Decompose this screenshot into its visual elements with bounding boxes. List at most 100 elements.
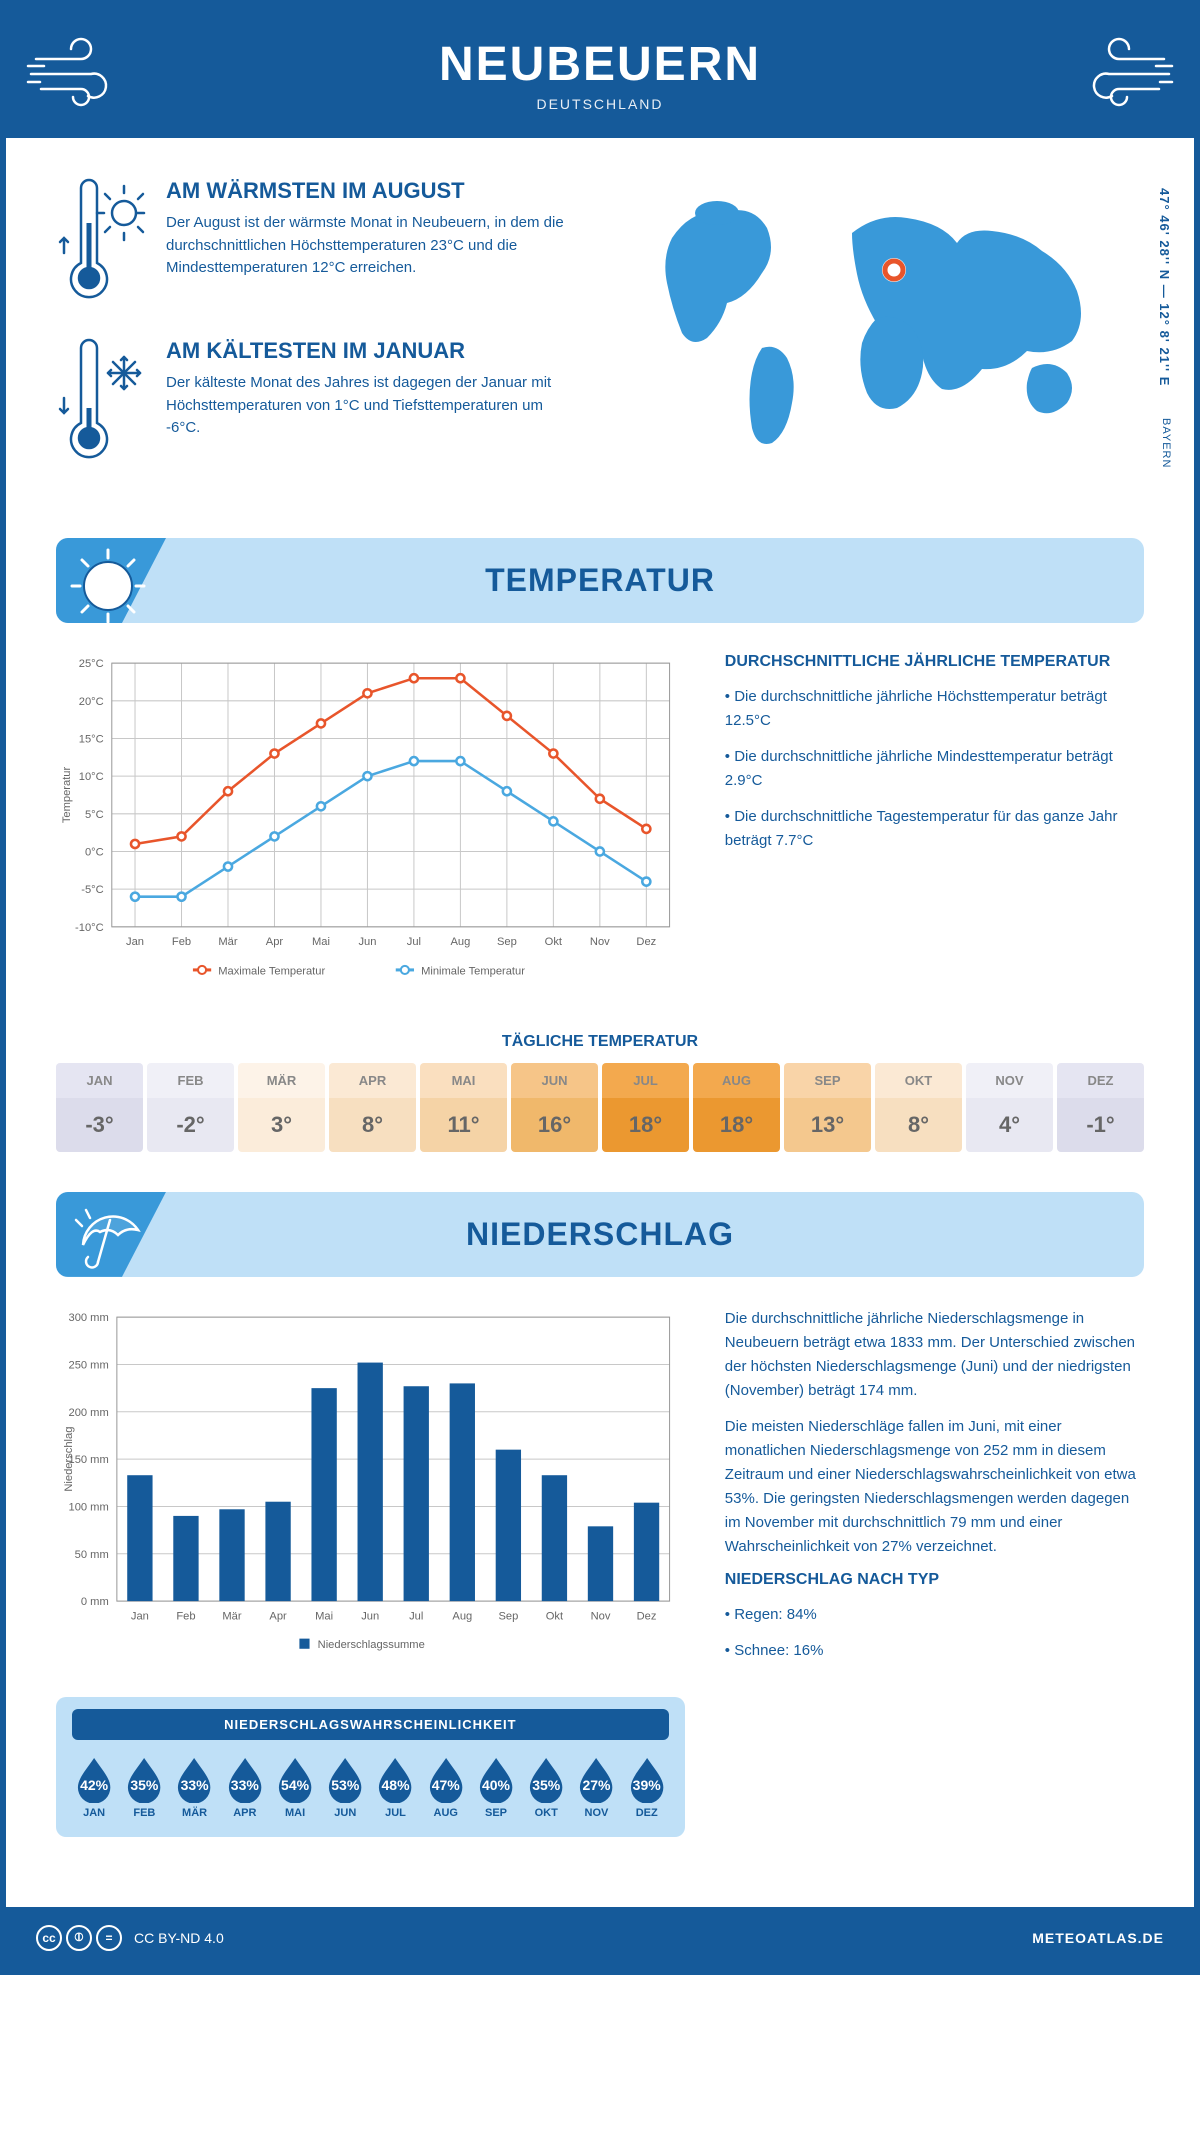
svg-text:Aug: Aug <box>450 936 470 948</box>
svg-text:0 mm: 0 mm <box>81 1596 109 1608</box>
city-title: NEUBEUERN <box>146 37 1054 92</box>
precip-p1: Die durchschnittliche jährliche Niedersc… <box>725 1307 1144 1403</box>
probability-drop: 53%JUN <box>323 1754 367 1819</box>
svg-text:Dez: Dez <box>637 1610 657 1622</box>
svg-text:Jul: Jul <box>407 936 421 948</box>
svg-text:Feb: Feb <box>172 936 191 948</box>
daily-temp-cell: NOV4° <box>966 1063 1053 1152</box>
svg-text:Apr: Apr <box>266 936 284 948</box>
svg-text:Aug: Aug <box>452 1610 472 1622</box>
temp-info-p1: • Die durchschnittliche jährliche Höchst… <box>725 685 1144 733</box>
world-map <box>620 178 1144 458</box>
temperature-chart: -10°C-5°C0°C5°C10°C15°C20°C25°CJanFebMär… <box>56 653 685 998</box>
coldest-fact: AM KÄLTESTEN IM JANUAR Der kälteste Mona… <box>56 338 580 468</box>
svg-text:100 mm: 100 mm <box>68 1501 108 1513</box>
thermometer-hot-icon <box>56 178 146 308</box>
probability-title: NIEDERSCHLAGSWAHRSCHEINLICHKEIT <box>72 1709 669 1740</box>
region-label: BAYERN <box>1160 418 1172 468</box>
coordinates: 47° 46' 28'' N — 12° 8' 21'' E <box>1157 188 1172 386</box>
daily-temp-title: TÄGLICHE TEMPERATUR <box>56 1033 1144 1051</box>
svg-text:Feb: Feb <box>176 1610 195 1622</box>
svg-text:5°C: 5°C <box>85 809 104 821</box>
svg-text:Okt: Okt <box>546 1610 564 1622</box>
svg-text:Nov: Nov <box>590 936 610 948</box>
daily-temp-cell: JUL18° <box>602 1063 689 1152</box>
probability-drop: 35%FEB <box>122 1754 166 1819</box>
probability-drop: 54%MAI <box>273 1754 317 1819</box>
temp-info-p3: • Die durchschnittliche Tagestemperatur … <box>725 805 1144 853</box>
svg-text:15°C: 15°C <box>79 734 104 746</box>
daily-temp-strip: JAN-3°FEB-2°MÄR3°APR8°MAI11°JUN16°JUL18°… <box>56 1063 1144 1152</box>
svg-text:Okt: Okt <box>545 936 563 948</box>
license-text: CC BY-ND 4.0 <box>134 1930 224 1946</box>
precipitation-title: NIEDERSCHLAG <box>86 1216 1114 1253</box>
svg-text:Temperatur: Temperatur <box>61 767 73 824</box>
precip-snow: • Schnee: 16% <box>725 1639 1144 1663</box>
header: NEUBEUERN DEUTSCHLAND <box>6 6 1194 138</box>
daily-temp-cell: MAI11° <box>420 1063 507 1152</box>
daily-temp-cell: AUG18° <box>693 1063 780 1152</box>
cc-icons: cc ⦶ = <box>36 1925 122 1951</box>
wind-icon-right <box>1054 34 1174 114</box>
daily-temp-cell: JAN-3° <box>56 1063 143 1152</box>
precip-p2: Die meisten Niederschläge fallen im Juni… <box>725 1415 1144 1559</box>
temperature-section-header: TEMPERATUR <box>56 538 1144 623</box>
country-subtitle: DEUTSCHLAND <box>146 96 1054 112</box>
probability-drop: 33%MÄR <box>172 1754 216 1819</box>
daily-temp-cell: MÄR3° <box>238 1063 325 1152</box>
precip-type-title: NIEDERSCHLAG NACH TYP <box>725 1571 1144 1589</box>
daily-temp-cell: DEZ-1° <box>1057 1063 1144 1152</box>
probability-drop: 47%AUG <box>424 1754 468 1819</box>
precipitation-info: Die durchschnittliche jährliche Niedersc… <box>725 1307 1144 1837</box>
probability-drop: 33%APR <box>223 1754 267 1819</box>
footer: cc ⦶ = CC BY-ND 4.0 METEOATLAS.DE <box>6 1907 1194 1969</box>
wind-icon-left <box>26 34 146 114</box>
svg-text:-10°C: -10°C <box>75 922 104 934</box>
svg-text:0°C: 0°C <box>85 847 104 859</box>
svg-text:25°C: 25°C <box>79 658 104 670</box>
coldest-text: Der kälteste Monat des Jahres ist dagege… <box>166 372 580 440</box>
temperature-title: TEMPERATUR <box>86 562 1114 599</box>
svg-text:Niederschlagssumme: Niederschlagssumme <box>318 1639 425 1651</box>
svg-text:Maximale Temperatur: Maximale Temperatur <box>218 965 325 977</box>
svg-text:250 mm: 250 mm <box>68 1359 108 1371</box>
precipitation-chart: 0 mm50 mm100 mm150 mm200 mm250 mm300 mmJ… <box>56 1307 685 1672</box>
svg-text:50 mm: 50 mm <box>75 1549 109 1561</box>
svg-text:Apr: Apr <box>269 1610 287 1622</box>
svg-text:Jun: Jun <box>361 1610 379 1622</box>
probability-box: NIEDERSCHLAGSWAHRSCHEINLICHKEIT 42%JAN35… <box>56 1697 685 1837</box>
svg-text:20°C: 20°C <box>79 696 104 708</box>
precipitation-section-header: NIEDERSCHLAG <box>56 1192 1144 1277</box>
daily-temp-cell: SEP13° <box>784 1063 871 1152</box>
nd-icon: = <box>96 1925 122 1951</box>
svg-text:Jul: Jul <box>409 1610 423 1622</box>
temperature-info: DURCHSCHNITTLICHE JÄHRLICHE TEMPERATUR •… <box>725 653 1144 1003</box>
sun-icon <box>68 546 148 626</box>
svg-text:Dez: Dez <box>636 936 656 948</box>
warmest-text: Der August ist der wärmste Monat in Neub… <box>166 212 580 280</box>
svg-text:10°C: 10°C <box>79 771 104 783</box>
temp-info-p2: • Die durchschnittliche jährliche Mindes… <box>725 745 1144 793</box>
daily-temp-cell: JUN16° <box>511 1063 598 1152</box>
umbrella-icon <box>68 1200 148 1280</box>
probability-drop: 48%JUL <box>373 1754 417 1819</box>
svg-text:Jan: Jan <box>131 1610 149 1622</box>
site-name: METEOATLAS.DE <box>1032 1930 1164 1946</box>
daily-temp-cell: OKT8° <box>875 1063 962 1152</box>
infographic-frame: NEUBEUERN DEUTSCHLAND <box>0 0 1200 1975</box>
svg-text:Jun: Jun <box>358 936 376 948</box>
svg-text:Sep: Sep <box>497 936 517 948</box>
temp-info-title: DURCHSCHNITTLICHE JÄHRLICHE TEMPERATUR <box>725 653 1144 671</box>
coldest-title: AM KÄLTESTEN IM JANUAR <box>166 338 580 364</box>
svg-text:Nov: Nov <box>591 1610 611 1622</box>
probability-drop: 35%OKT <box>524 1754 568 1819</box>
svg-text:Minimale Temperatur: Minimale Temperatur <box>421 965 525 977</box>
warmest-title: AM WÄRMSTEN IM AUGUST <box>166 178 580 204</box>
precip-rain: • Regen: 84% <box>725 1603 1144 1627</box>
svg-text:Niederschlag: Niederschlag <box>63 1426 75 1491</box>
svg-text:300 mm: 300 mm <box>68 1312 108 1324</box>
probability-drop: 40%SEP <box>474 1754 518 1819</box>
daily-temp-cell: FEB-2° <box>147 1063 234 1152</box>
svg-text:Mär: Mär <box>218 936 237 948</box>
svg-text:Mai: Mai <box>312 936 330 948</box>
